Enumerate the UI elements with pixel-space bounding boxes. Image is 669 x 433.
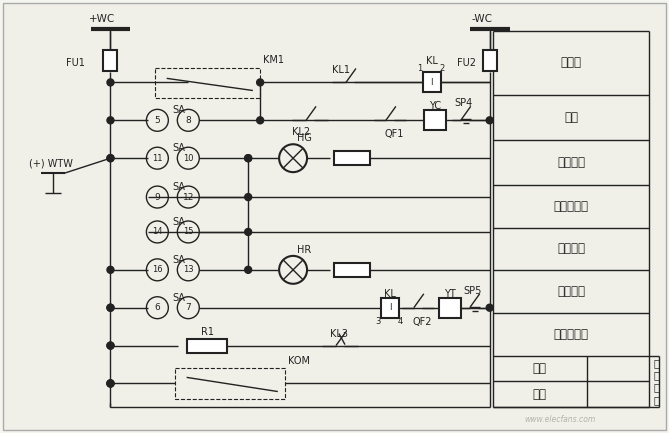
Text: 14: 14 [152, 227, 163, 236]
Text: SA: SA [172, 105, 185, 115]
Circle shape [245, 155, 252, 162]
Text: 13: 13 [183, 265, 193, 275]
Text: KM1: KM1 [263, 55, 284, 65]
Circle shape [107, 380, 114, 387]
Text: 7: 7 [185, 303, 191, 312]
Text: 红灯闪光: 红灯闪光 [557, 285, 585, 298]
Circle shape [107, 380, 114, 387]
Text: HG: HG [297, 133, 312, 143]
Text: 8: 8 [185, 116, 191, 125]
Circle shape [107, 342, 114, 349]
Circle shape [245, 194, 252, 200]
Circle shape [245, 229, 252, 236]
Bar [381, 298, 399, 318]
Circle shape [486, 117, 493, 124]
Text: YC: YC [429, 101, 441, 111]
Circle shape [257, 79, 264, 86]
Text: 2: 2 [439, 64, 444, 73]
Text: KL: KL [426, 55, 438, 65]
Text: I: I [431, 78, 433, 87]
Text: 跳闸位置灯: 跳闸位置灯 [553, 328, 589, 341]
Circle shape [107, 380, 114, 387]
Circle shape [107, 155, 114, 162]
Text: 6: 6 [155, 303, 161, 312]
Bar [424, 110, 446, 130]
Text: QF1: QF1 [385, 129, 404, 139]
Text: I: I [389, 303, 391, 312]
Circle shape [107, 79, 114, 86]
Text: SA: SA [172, 143, 185, 153]
Text: SP5: SP5 [464, 286, 482, 296]
Text: 防跳: 防跳 [564, 111, 578, 124]
Text: 15: 15 [183, 227, 193, 236]
Text: 熔断器: 熔断器 [561, 56, 581, 69]
Text: +WC: +WC [90, 13, 116, 24]
Text: KL3: KL3 [330, 329, 348, 339]
Bar [423, 72, 441, 92]
Text: FU1: FU1 [66, 58, 84, 68]
Bar [104, 49, 118, 71]
Text: R1: R1 [201, 326, 214, 336]
Text: KL2: KL2 [292, 127, 310, 137]
Text: (+) WTW: (+) WTW [29, 158, 72, 168]
Bar [334, 151, 370, 165]
Circle shape [245, 155, 252, 162]
Text: KL: KL [384, 289, 396, 299]
Circle shape [245, 266, 252, 273]
Text: 跳
闸
回
路: 跳 闸 回 路 [653, 358, 660, 405]
Circle shape [257, 117, 264, 124]
Text: SA: SA [172, 293, 185, 303]
Text: -WC: -WC [471, 13, 492, 24]
Circle shape [107, 117, 114, 124]
Circle shape [107, 304, 114, 311]
Text: 5: 5 [155, 116, 161, 125]
Circle shape [107, 155, 114, 162]
Bar [439, 298, 461, 318]
Bar [483, 49, 496, 71]
Text: SA: SA [172, 182, 185, 192]
Text: 12: 12 [183, 193, 194, 202]
Text: 保护: 保护 [533, 388, 547, 401]
Text: 11: 11 [152, 154, 163, 163]
Text: 合闸回路: 合闸回路 [557, 156, 585, 169]
Text: KL1: KL1 [332, 65, 350, 75]
Text: 3: 3 [375, 317, 381, 326]
Text: 4: 4 [397, 317, 403, 326]
Circle shape [486, 304, 493, 311]
Text: SA: SA [172, 217, 185, 227]
Bar [334, 263, 370, 277]
Text: 16: 16 [152, 265, 163, 275]
Text: SP4: SP4 [455, 98, 473, 108]
Circle shape [107, 342, 114, 349]
Text: FU2: FU2 [457, 58, 476, 68]
Text: 合闸位置灯: 合闸位置灯 [553, 200, 589, 213]
Bar [187, 339, 227, 352]
Text: SA: SA [172, 255, 185, 265]
Text: 1: 1 [417, 64, 422, 73]
Text: QF2: QF2 [413, 317, 432, 326]
Text: www.elecfans.com: www.elecfans.com [524, 415, 595, 424]
Text: 绿灯闪光: 绿灯闪光 [557, 242, 585, 255]
Circle shape [107, 266, 114, 273]
Circle shape [107, 304, 114, 311]
Text: YT: YT [444, 289, 456, 299]
Text: KOM: KOM [288, 355, 310, 365]
Text: 10: 10 [183, 154, 193, 163]
Text: 手动: 手动 [533, 362, 547, 375]
Text: HR: HR [297, 245, 311, 255]
Text: 9: 9 [155, 193, 161, 202]
